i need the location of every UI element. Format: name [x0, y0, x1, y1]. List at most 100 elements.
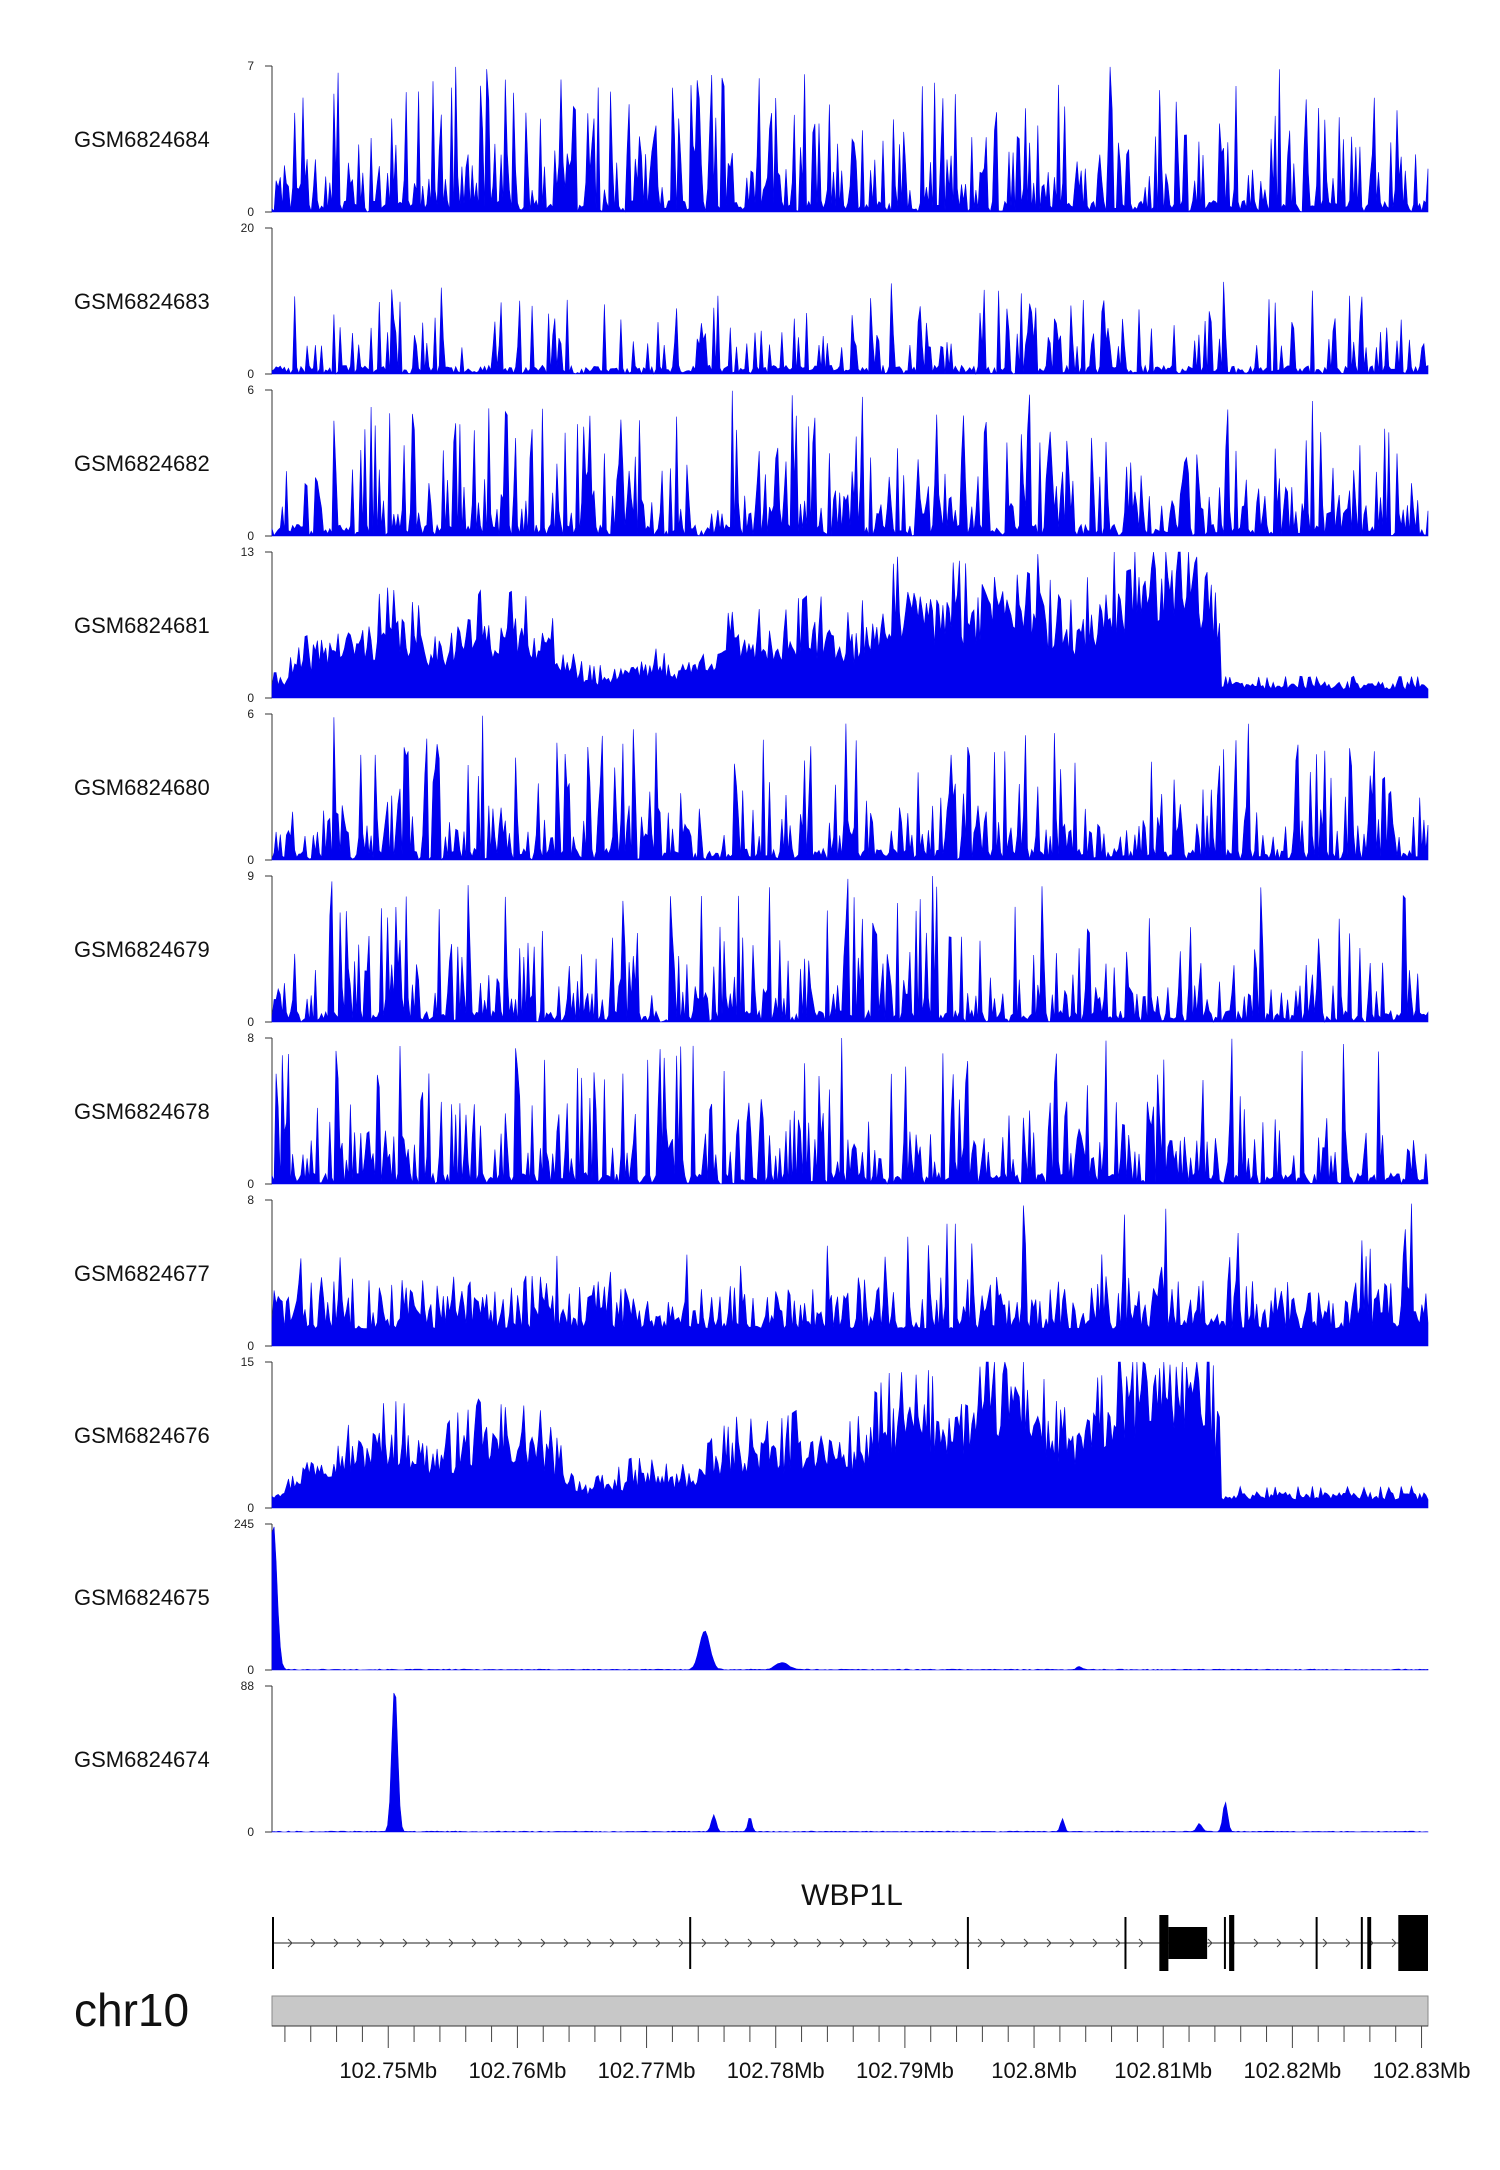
exon-coding — [1229, 1915, 1235, 1971]
ymin-label: 0 — [247, 205, 254, 219]
strand-arrow — [1322, 1938, 1328, 1948]
strand-arrow — [425, 1938, 431, 1948]
strand-arrow — [1000, 1938, 1006, 1948]
strand-arrow — [1023, 1938, 1029, 1948]
exon-marker — [272, 1917, 274, 1969]
ymax-label: 88 — [241, 1679, 255, 1693]
strand-arrow — [1299, 1938, 1305, 1948]
track-GSM6824677: GSM6824677 8 0 — [74, 1193, 1429, 1353]
track-label: GSM6824679 — [74, 937, 210, 962]
x-tick-label: 102.8Mb — [991, 2058, 1077, 2083]
exon-coding — [1398, 1915, 1428, 1971]
exon-marker — [1124, 1917, 1127, 1969]
signal-tracks: GSM682468470GSM6824683200GSM682468260GSM… — [74, 59, 1429, 1839]
strand-arrow — [379, 1938, 385, 1948]
track-GSM6824674: GSM6824674 88 0 — [74, 1679, 1429, 1839]
ymax-label: 6 — [247, 707, 254, 721]
exon-utr — [1168, 1927, 1208, 1959]
coverage-area — [271, 1526, 1429, 1671]
ymin-label: 0 — [247, 691, 254, 705]
x-tick-label: 102.78Mb — [727, 2058, 825, 2083]
x-tick-label: 102.83Mb — [1373, 2058, 1471, 2083]
strand-arrow — [1115, 1938, 1121, 1948]
track-GSM6824683: GSM6824683 20 0 — [74, 221, 1429, 381]
strand-arrow — [1276, 1938, 1282, 1948]
strand-arrow — [1253, 1938, 1259, 1948]
ymax-label: 7 — [247, 59, 254, 73]
strand-arrow — [655, 1938, 661, 1948]
ymin-label: 0 — [247, 1015, 254, 1029]
exon-marker — [1223, 1917, 1226, 1969]
track-label: GSM6824681 — [74, 613, 210, 638]
ymin-label: 0 — [247, 529, 254, 543]
coverage-area — [271, 1692, 1429, 1833]
track-label: GSM6824683 — [74, 289, 210, 314]
strand-arrow — [333, 1938, 339, 1948]
x-tick-label: 102.77Mb — [598, 2058, 696, 2083]
exon-coding — [1159, 1915, 1169, 1971]
strand-arrow — [1092, 1938, 1098, 1948]
strand-arrow — [494, 1938, 500, 1948]
coverage-area — [271, 1203, 1429, 1347]
track-label: GSM6824682 — [74, 451, 210, 476]
ymax-label: 20 — [241, 221, 255, 235]
strand-arrow — [563, 1938, 569, 1948]
coverage-area — [271, 281, 1429, 376]
ymax-label: 245 — [234, 1517, 254, 1531]
ymax-label: 15 — [241, 1355, 255, 1369]
strand-arrow — [724, 1938, 730, 1948]
track-GSM6824682: GSM6824682 6 0 — [74, 383, 1429, 543]
track-GSM6824680: GSM6824680 6 0 — [74, 707, 1429, 867]
exon-marker — [1315, 1917, 1318, 1969]
exon-marker — [1367, 1917, 1372, 1969]
track-label: GSM6824677 — [74, 1261, 210, 1286]
track-GSM6824679: GSM6824679 9 0 — [74, 869, 1429, 1029]
strand-arrow — [310, 1938, 316, 1948]
strand-arrow — [862, 1938, 868, 1948]
strand-arrow — [977, 1938, 983, 1948]
chromosome-label: chr10 — [74, 1984, 189, 2036]
gene-model — [272, 1915, 1428, 1971]
strand-arrow — [402, 1938, 408, 1948]
strand-arrow — [885, 1938, 891, 1948]
coverage-area — [271, 1361, 1429, 1509]
strand-arrow — [1046, 1938, 1052, 1948]
coverage-area — [271, 875, 1429, 1023]
strand-arrow — [701, 1938, 707, 1948]
ymax-label: 9 — [247, 869, 254, 883]
track-label: GSM6824678 — [74, 1099, 210, 1124]
strand-arrow — [839, 1938, 845, 1948]
strand-arrow — [356, 1938, 362, 1948]
coverage-area — [271, 66, 1429, 213]
x-tick-label: 102.82Mb — [1243, 2058, 1341, 2083]
track-GSM6824678: GSM6824678 8 0 — [74, 1031, 1429, 1191]
strand-arrow — [586, 1938, 592, 1948]
track-label: GSM6824676 — [74, 1423, 210, 1448]
track-GSM6824675: GSM6824675 245 0 — [74, 1517, 1429, 1677]
strand-arrow — [954, 1938, 960, 1948]
strand-arrow — [793, 1938, 799, 1948]
strand-arrow — [1345, 1938, 1351, 1948]
track-label: GSM6824680 — [74, 775, 210, 800]
track-label: GSM6824684 — [74, 127, 210, 152]
coverage-area — [271, 390, 1429, 537]
strand-arrow — [540, 1938, 546, 1948]
coverage-area — [271, 1037, 1429, 1185]
gene-track: WBP1L — [272, 1879, 1428, 1971]
exon-marker — [689, 1917, 692, 1969]
strand-arrow — [1069, 1938, 1075, 1948]
coverage-area — [271, 715, 1429, 861]
ymin-label: 0 — [247, 1177, 254, 1191]
ymax-label: 13 — [241, 545, 255, 559]
track-GSM6824676: GSM6824676 15 0 — [74, 1355, 1429, 1515]
ymin-label: 0 — [247, 853, 254, 867]
exon-marker — [1360, 1917, 1363, 1969]
gene-label: WBP1L — [801, 1879, 903, 1912]
chromosome-bar — [271, 1995, 1429, 2027]
track-GSM6824681: GSM6824681 13 0 — [74, 545, 1429, 705]
strand-arrow — [931, 1938, 937, 1948]
strand-arrow — [1207, 1938, 1213, 1948]
strand-arrow — [471, 1938, 477, 1948]
strand-arrow — [1138, 1938, 1144, 1948]
